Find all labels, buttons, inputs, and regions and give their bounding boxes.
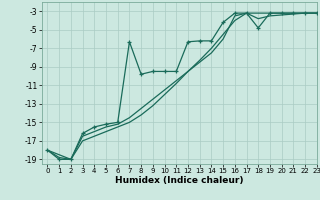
X-axis label: Humidex (Indice chaleur): Humidex (Indice chaleur) xyxy=(115,176,244,185)
